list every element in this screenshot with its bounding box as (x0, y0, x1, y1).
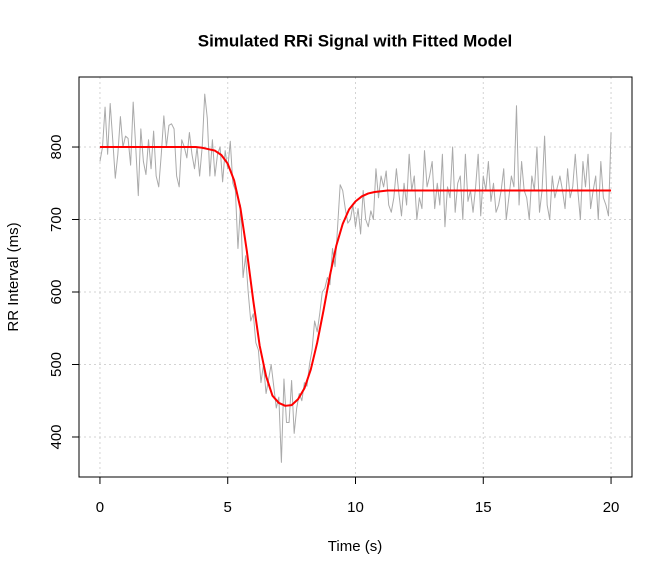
x-tick-label: 5 (224, 499, 232, 516)
y-tick-label: 600 (48, 279, 65, 304)
x-tick-label: 15 (475, 499, 492, 516)
data-line (99, 146, 612, 407)
y-tick-label: 700 (48, 207, 65, 232)
lines (99, 93, 612, 463)
data-line (99, 93, 612, 463)
y-tick-label: 800 (48, 135, 65, 160)
y-tick-label: 400 (48, 424, 65, 449)
x-tick-label: 0 (96, 499, 104, 516)
chart-title: Simulated RRi Signal with Fitted Model (198, 31, 513, 50)
y-axis-label: RR Interval (ms) (5, 222, 22, 331)
x-axis-label: Time (s) (328, 538, 382, 555)
x-tick-label: 10 (347, 499, 364, 516)
grid (79, 77, 632, 477)
x-tick-label: 20 (603, 499, 620, 516)
y-tick-label: 500 (48, 352, 65, 377)
